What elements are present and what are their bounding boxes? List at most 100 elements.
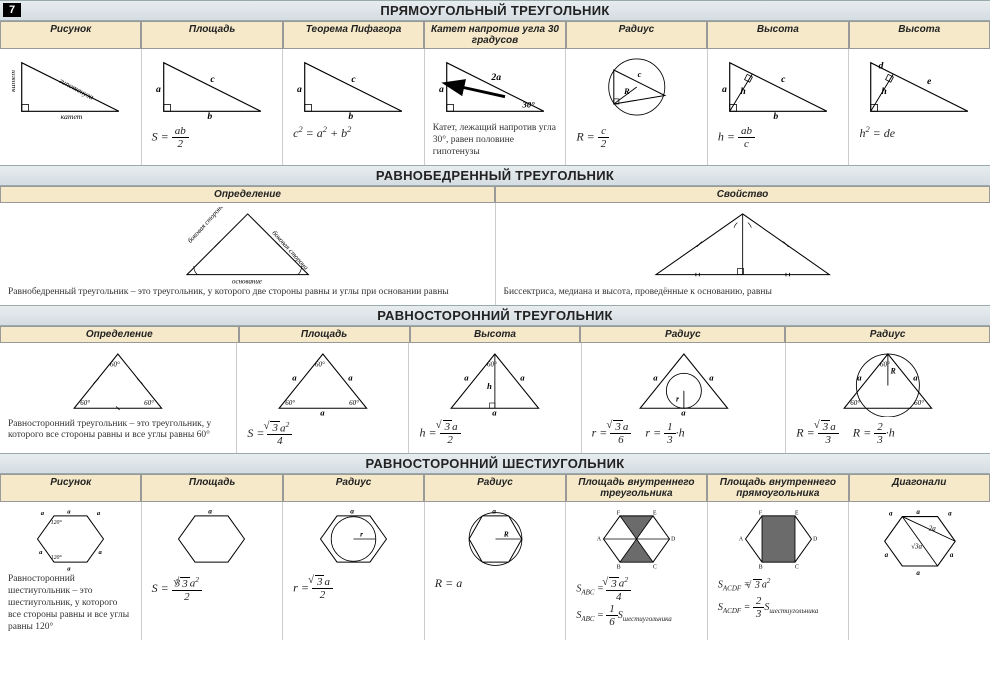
- cell-hex-R: R a R = a: [425, 502, 567, 639]
- svg-text:a: a: [98, 549, 102, 556]
- svg-text:2a: 2a: [490, 72, 501, 83]
- section-title-right-triangle: ПРЯМОУГОЛЬНЫЙ ТРЕУГОЛЬНИК: [0, 0, 990, 21]
- row-hex: a a a a a a 120° 120° Равносторонний шес…: [0, 502, 990, 639]
- cell-right-h1: a b c h h = abc: [708, 49, 850, 165]
- cell-right-area: a b c S = ab2: [142, 49, 284, 165]
- section-title-iso: РАВНОБЕДРЕННЫЙ ТРЕУГОЛЬНИК: [0, 165, 990, 186]
- cell-equi-R: 60° 60° 60° a a R R = 3a3 R = 23·h: [786, 343, 990, 454]
- svg-text:h: h: [740, 86, 745, 97]
- svg-text:r: r: [360, 530, 363, 539]
- svg-text:E: E: [653, 511, 657, 517]
- svg-text:основание: основание: [232, 278, 262, 285]
- svg-text:гипотенуза: гипотенуза: [58, 76, 96, 102]
- svg-text:a: a: [39, 549, 43, 556]
- hdr: Свойство: [495, 186, 990, 203]
- formula-hex-area: S = 33a22: [146, 576, 279, 603]
- hdr: Высота: [707, 21, 848, 49]
- svg-text:30°: 30°: [521, 99, 535, 109]
- formula-R: R = c2: [570, 125, 703, 150]
- svg-text:60°: 60°: [81, 398, 91, 406]
- header-row-hex: Рисунок Площадь Радиус Радиус Площадь вн…: [0, 474, 990, 502]
- svg-text:b: b: [207, 111, 212, 121]
- hdr: Рисунок: [0, 21, 141, 49]
- formula-equi-h: h = 3a2: [413, 421, 576, 446]
- svg-text:a: a: [297, 84, 302, 95]
- svg-text:C: C: [653, 565, 657, 571]
- formula-hex-rect: SACDF = 3a2 SACDF = 23Sшестиугольника: [712, 576, 845, 620]
- svg-text:a: a: [948, 510, 952, 518]
- formula-h2: h2 = de: [853, 125, 986, 141]
- formula-hex-R: R = a: [429, 576, 562, 591]
- svg-text:B: B: [758, 565, 762, 571]
- formula-equi-area: S = 3a24: [241, 421, 404, 448]
- formula-right-area: S = ab2: [146, 125, 279, 150]
- svg-text:√3a: √3a: [911, 543, 922, 551]
- svg-text:a: a: [884, 552, 888, 560]
- svg-text:c: c: [351, 74, 356, 85]
- svg-text:a: a: [41, 510, 45, 517]
- svg-text:a: a: [292, 372, 297, 382]
- row-iso: боковая сторона боковая сторона основани…: [0, 203, 990, 305]
- cell-hex-tri: FE DC BA SABC = 3a24 SABC = 16Sшестиугол…: [566, 502, 708, 639]
- hdr: Площадь внутреннего прямоугольника: [707, 474, 848, 502]
- hdr: Рисунок: [0, 474, 141, 502]
- svg-text:60°: 60°: [851, 398, 861, 406]
- cell-hex-rect: FE DC BA SACDF = 3a2 SACDF = 23Sшестиуго…: [708, 502, 850, 639]
- cell-hex-area: a S = 33a22: [142, 502, 284, 639]
- section-title-hex: РАВНОСТОРОННИЙ ШЕСТИУГОЛЬНИК: [0, 453, 990, 474]
- svg-text:a: a: [653, 372, 658, 382]
- header-row-equi: Определение Площадь Высота Радиус Радиус: [0, 326, 990, 343]
- header-row-right: Рисунок Площадь Теорема Пифагора Катет н…: [0, 21, 990, 49]
- svg-text:b: b: [773, 111, 778, 121]
- hdr: Радиус: [580, 326, 785, 343]
- svg-text:a: a: [464, 372, 469, 382]
- hdr: Определение: [0, 186, 495, 203]
- hdr: Теорема Пифагора: [283, 21, 424, 49]
- desc-equi-def: Равносторонний треугольник – это треугол…: [4, 417, 232, 443]
- svg-text:60°: 60°: [487, 360, 497, 368]
- svg-text:C: C: [795, 565, 799, 571]
- svg-text:h: h: [487, 381, 492, 391]
- svg-text:a: a: [97, 510, 101, 517]
- svg-text:a: a: [350, 507, 354, 516]
- header-row-iso: Определение Свойство: [0, 186, 990, 203]
- svg-text:R: R: [502, 530, 508, 539]
- cell-hex-diag: a a a a a a 2a √3a: [849, 502, 990, 639]
- svg-text:a: a: [320, 407, 325, 417]
- row-right: катет катет гипотенуза a b c S = ab2: [0, 49, 990, 165]
- cell-iso-prop: Биссектриса, медиана и высота, проведённ…: [496, 203, 990, 305]
- formula-hex-tri: SABC = 3a24 SABC = 16Sшестиугольника: [570, 576, 703, 628]
- svg-text:60°: 60°: [880, 360, 890, 368]
- hdr: Площадь: [239, 326, 410, 343]
- svg-text:a: a: [709, 372, 714, 382]
- svg-text:a: a: [950, 552, 954, 560]
- svg-text:b: b: [349, 111, 354, 121]
- hdr: Площадь внутреннего треугольника: [566, 474, 707, 502]
- svg-text:2a: 2a: [929, 525, 937, 533]
- formula-hex-r: r = 3a2: [287, 576, 420, 601]
- svg-text:F: F: [758, 511, 761, 517]
- desc-iso-def: Равнобедренный треугольник – это треугол…: [4, 285, 491, 299]
- svg-text:a: a: [492, 407, 497, 417]
- formula-pythag: c2 = a2 + b2: [287, 125, 420, 141]
- hdr: Радиус: [283, 474, 424, 502]
- formula-equi-r: r = 3a6 r = 13·h: [586, 421, 782, 446]
- cell-hex-r: r a r = 3a2: [283, 502, 425, 639]
- svg-text:c: c: [781, 74, 786, 85]
- section-title-equi: РАВНОСТОРОННИЙ ТРЕУГОЛЬНИК: [0, 305, 990, 326]
- hdr: Диагонали: [849, 474, 990, 502]
- svg-text:боковая сторона: боковая сторона: [270, 229, 309, 271]
- svg-text:a: a: [858, 372, 863, 382]
- cell-right-pythag: a b c c2 = a2 + b2: [283, 49, 425, 165]
- svg-text:a: a: [914, 372, 919, 382]
- desc-hex-def: Равносторонний шестиугольник – это шести…: [4, 572, 137, 633]
- svg-text:h: h: [882, 86, 887, 97]
- svg-text:a: a: [889, 510, 893, 518]
- hdr: Определение: [0, 326, 239, 343]
- svg-text:a: a: [348, 372, 353, 382]
- formula-h1: h = abc: [712, 125, 845, 150]
- cell-equi-area: 60° 60° 60° a a a S = 3a24: [237, 343, 409, 454]
- hdr: Радиус: [785, 326, 990, 343]
- svg-text:60°: 60°: [315, 360, 325, 368]
- svg-text:a: a: [916, 569, 920, 577]
